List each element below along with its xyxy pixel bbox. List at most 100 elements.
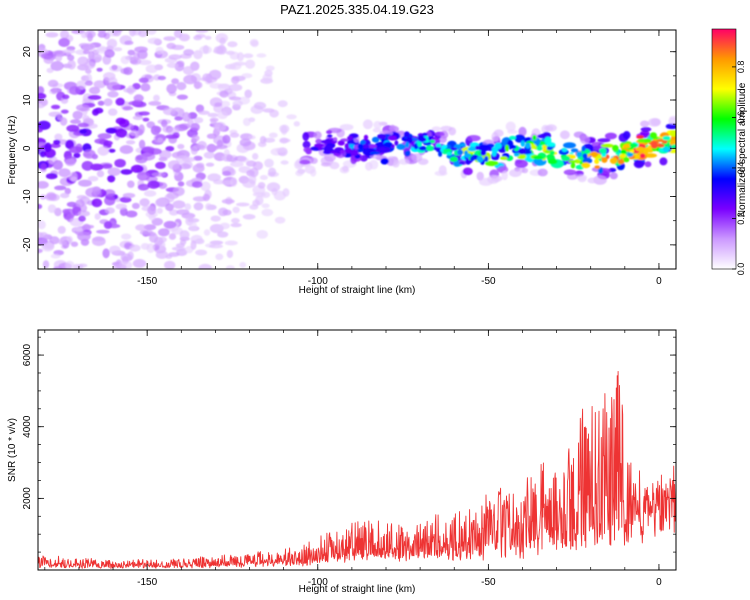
heatmap-cell — [174, 116, 184, 121]
heatmap-cell — [342, 165, 349, 172]
heatmap-cell — [191, 181, 203, 188]
heatmap-cell — [479, 177, 493, 186]
heatmap-cell — [91, 198, 103, 208]
heatmap-cell — [123, 87, 137, 93]
heatmap-cell — [229, 51, 240, 60]
heatmap-cell — [339, 124, 354, 131]
heatmap-cell — [598, 167, 604, 174]
heatmap-cell — [280, 160, 289, 165]
heatmap-cell — [619, 153, 627, 158]
heatmap-cell — [104, 207, 115, 214]
heatmap-cell — [148, 213, 156, 221]
heatmap-cell — [97, 100, 105, 106]
heatmap-cell — [224, 240, 238, 246]
heatmap-cell — [315, 138, 323, 144]
heatmap-cell — [249, 204, 259, 210]
heatmap-cell — [570, 148, 579, 153]
x-tick-label: 0 — [656, 276, 662, 287]
heatmap-cell — [77, 231, 91, 242]
heatmap-cell — [373, 120, 382, 129]
heatmap-cell — [505, 144, 509, 152]
heatmap-cell — [137, 183, 150, 191]
heatmap-cell — [38, 128, 43, 133]
heatmap-cell — [166, 83, 177, 94]
heatmap-cell — [155, 161, 166, 169]
heatmap-cell — [389, 124, 396, 132]
heatmap-cell — [209, 244, 223, 249]
heatmap-cell — [108, 148, 116, 153]
heatmap-cell — [309, 157, 318, 164]
heatmap-cell — [575, 174, 588, 180]
heatmap-cell — [253, 101, 267, 110]
heatmap-cell — [574, 159, 581, 164]
heatmap-cell — [340, 149, 345, 154]
heatmap-cell — [78, 179, 92, 187]
heatmap-cell — [430, 136, 441, 146]
heatmap-cell — [587, 177, 598, 184]
heatmap-cell — [386, 157, 394, 166]
y-tick-label: -20 — [22, 237, 33, 252]
heatmap-cell — [405, 150, 411, 157]
heatmap-cell — [242, 179, 256, 188]
heatmap-cell — [176, 94, 188, 100]
heatmap-cell — [142, 117, 150, 122]
heatmap-cell — [151, 172, 166, 177]
heatmap-cell — [130, 59, 138, 64]
heatmap-cell — [620, 149, 627, 155]
heatmap-cell — [76, 195, 87, 200]
heatmap-cell — [279, 124, 290, 134]
heatmap-cell — [120, 55, 130, 65]
heatmap-cell — [176, 209, 190, 216]
heatmap-cell — [629, 143, 638, 148]
heatmap-cell — [148, 101, 162, 106]
heatmap-cell — [73, 152, 81, 159]
heatmap-cell — [114, 158, 126, 168]
x-tick-label: 0 — [656, 577, 662, 588]
heatmap-cell — [138, 124, 145, 135]
heatmap-cell — [158, 228, 170, 237]
heatmap-cell — [107, 108, 118, 116]
heatmap-cell — [103, 189, 116, 197]
heatmap-cell — [462, 167, 473, 176]
heatmap-cell — [438, 151, 443, 157]
heatmap-cell — [219, 37, 226, 45]
heatmap-cell — [403, 131, 410, 138]
heatmap-cell — [171, 78, 180, 85]
heatmap-cell — [230, 223, 242, 228]
heatmap-cell — [663, 146, 670, 153]
heatmap-cell — [525, 142, 531, 149]
heatmap-cell — [324, 145, 334, 150]
heatmap-cell — [436, 143, 442, 148]
heatmap-cell — [123, 67, 133, 75]
heatmap-cell — [637, 138, 648, 143]
heatmap-cell — [47, 204, 57, 214]
heatmap-cell — [70, 119, 81, 124]
heatmap-cell — [590, 151, 599, 158]
heatmap-cell — [215, 253, 224, 261]
heatmap-cell — [313, 131, 322, 139]
heatmap-cell — [435, 131, 445, 137]
heatmap-cell — [229, 132, 240, 138]
heatmap-cell — [261, 208, 274, 217]
heatmap-x-ticks: -150 -100 -50 0 — [44, 30, 662, 287]
heatmap-cell — [581, 162, 591, 169]
snr-panel: -150 -100 -50 0 2000 4000 6000 Height of stra… — [7, 329, 677, 595]
heatmap-cell — [139, 198, 150, 207]
heatmap-cell — [544, 125, 554, 131]
heatmap-cell — [81, 160, 94, 171]
heatmap-cell — [87, 175, 99, 182]
heatmap-cell — [51, 104, 61, 110]
heatmap-cell — [190, 122, 200, 132]
heatmap-cell — [459, 143, 466, 147]
heatmap-cell — [129, 130, 139, 136]
heatmap-cell — [189, 221, 198, 232]
heatmap-cell — [609, 172, 618, 180]
heatmap-cell — [179, 230, 190, 240]
heatmap-cell — [344, 143, 350, 150]
heatmap-cell — [644, 153, 657, 158]
heatmap-cell — [467, 146, 477, 152]
heatmap-cell — [559, 130, 570, 140]
x-tick-label: -100 — [308, 577, 328, 588]
heatmap-cell — [217, 111, 228, 120]
